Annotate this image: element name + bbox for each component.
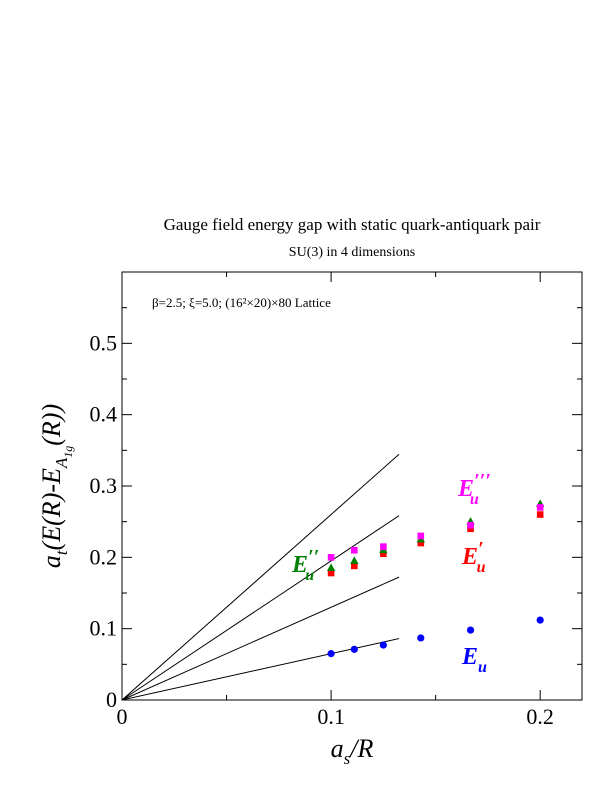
data-point — [351, 546, 358, 554]
x-tick-label: 0.1 — [317, 704, 345, 729]
data-point — [379, 641, 387, 649]
y-axis-label-mid: (E(R)-E — [37, 468, 66, 550]
data-point — [380, 550, 387, 558]
data-point — [417, 634, 425, 642]
series-label-primes: ′′′ — [474, 470, 491, 492]
reference-line — [121, 453, 400, 701]
x-axis-label-sub: s — [344, 749, 351, 768]
chart-subtitle: SU(3) in 4 dimensions — [289, 245, 415, 260]
y-tick-label: 0.3 — [90, 473, 118, 498]
data-point — [536, 511, 544, 518]
series-labels: EuE′ uE′′ uE′′′ u — [291, 470, 491, 676]
lattice-annotation: β=2.5; ξ=5.0; (16²×20)×80 Lattice — [152, 295, 331, 310]
data-point — [417, 539, 425, 547]
y-axis-label: at(E(R)-EA1g(R)) — [37, 404, 75, 568]
series-label-sub: u — [478, 659, 487, 676]
x-tick-label: 0.2 — [526, 704, 554, 729]
reference-lines — [121, 453, 400, 701]
data-point — [350, 556, 359, 564]
y-axis-label-E-subsub: 1g — [61, 446, 75, 458]
x-tick-label: 0 — [117, 704, 128, 729]
series-label: E′ u — [461, 538, 486, 576]
y-tick-label: 0.1 — [90, 616, 118, 641]
data-point — [417, 532, 425, 540]
plot-frame — [121, 271, 583, 701]
x-axis-label-main: a — [331, 734, 344, 763]
data-point — [327, 650, 335, 658]
y-axis-label-a-sub: t — [52, 549, 71, 555]
series-label-base: E — [461, 544, 478, 570]
data-point — [467, 525, 474, 533]
data-point — [466, 626, 475, 634]
y-tick-label: 0.2 — [90, 544, 118, 569]
data-point — [326, 563, 336, 572]
data-point — [327, 569, 335, 577]
reference-line — [121, 515, 400, 701]
x-axis-label: as/R — [331, 734, 374, 768]
y-tick-label: 0 — [106, 687, 117, 712]
chart-title: Gauge field energy gap with static quark… — [164, 215, 541, 234]
series-label: E′′′ u — [457, 470, 491, 508]
y-tick-label: 0.5 — [90, 330, 118, 355]
data-points — [326, 499, 545, 658]
y-tick-label: 0.4 — [90, 402, 118, 427]
series-label: Eu — [461, 644, 487, 676]
y-axis-label-end: (R)) — [37, 404, 66, 446]
y-axis-label-a: a — [37, 555, 66, 568]
x-axis-label-rest: /R — [348, 734, 373, 763]
series-label-primes: ′ — [478, 538, 484, 560]
reference-line — [121, 576, 400, 701]
y-axis-label-E-sub: A — [52, 457, 71, 469]
series-label-sub: u — [305, 567, 314, 584]
data-point — [350, 645, 358, 653]
data-point — [536, 504, 544, 511]
data-point — [380, 543, 387, 550]
data-point — [536, 616, 544, 624]
series-label-sub: u — [477, 559, 486, 576]
series-label: E′′ u — [291, 546, 319, 584]
series-label-base: E — [457, 476, 474, 502]
axis-ticks: 0 0.1 0.2 0 0.1 0.2 0.3 0.4 0.5 — [90, 272, 582, 729]
series-label-sub: u — [470, 491, 479, 508]
data-point — [327, 554, 335, 561]
series-label-primes: ′′ — [308, 546, 319, 568]
data-point — [467, 521, 474, 529]
series-label-base: E — [461, 644, 478, 670]
data-point — [351, 562, 358, 570]
series-label-base: E — [291, 552, 308, 578]
